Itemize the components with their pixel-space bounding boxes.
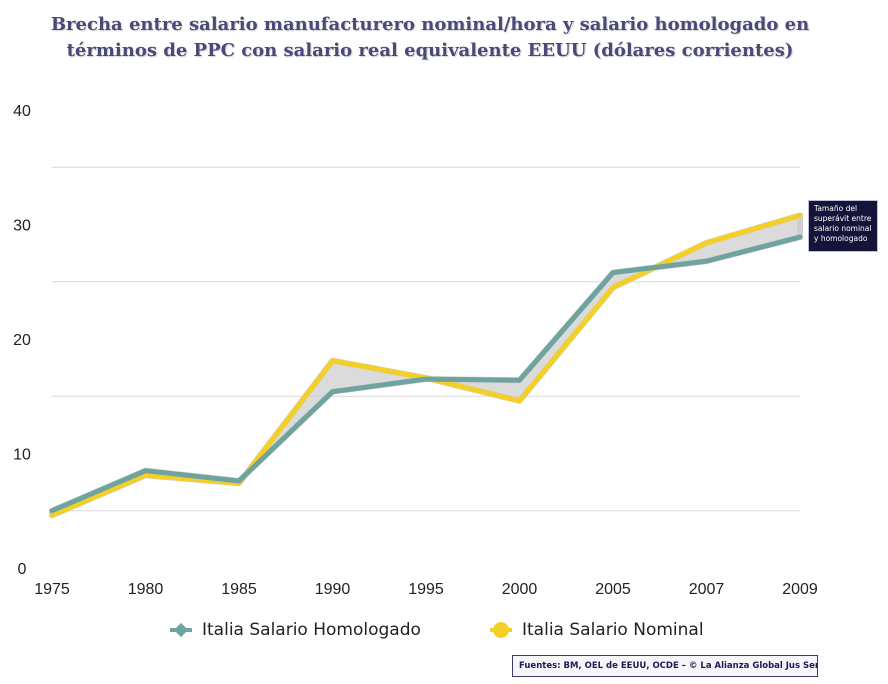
x-tick-label: 1990 — [315, 581, 351, 598]
x-tick-label: 2005 — [595, 581, 631, 598]
legend-diamond-swatch — [173, 622, 189, 638]
x-tick-label: 2007 — [689, 581, 725, 598]
legend-item-homologado: Italia Salario Homologado — [170, 620, 421, 640]
source-note: Fuentes: BM, OEL de EEUU, OCDE – © La Al… — [512, 655, 818, 677]
x-tick-label: 1975 — [34, 581, 70, 598]
legend-label: Italia Salario Homologado — [202, 620, 421, 640]
legend-diamond-marker-icon — [170, 620, 192, 640]
y-tick-label: 30 — [13, 218, 31, 235]
series-line-homologado — [49, 234, 803, 514]
x-tick-label: 2000 — [502, 581, 538, 598]
y-tick-label: 20 — [13, 332, 31, 349]
x-tick-label: 1985 — [221, 581, 257, 598]
y-tick-label: 40 — [13, 103, 31, 120]
legend: Italia Salario Homologado Italia Salario… — [160, 620, 720, 650]
legend-item-nominal: Italia Salario Nominal — [490, 620, 704, 640]
legend-circle-marker-icon — [490, 620, 512, 640]
surplus-annotation: Tamaño del superávit entre salario nomin… — [808, 200, 878, 252]
x-tick-label: 2009 — [782, 581, 818, 598]
y-tick-label: 0 — [18, 561, 27, 578]
x-axis-ticks: 1975 1980 1985 1990 1995 2000 2005 2007 2009 — [34, 581, 818, 598]
series-lines — [49, 212, 803, 518]
legend-circle-swatch — [493, 622, 509, 638]
chart-title: Brecha entre salario manufacturero nomin… — [50, 14, 810, 61]
legend-label: Italia Salario Nominal — [522, 620, 704, 640]
gridlines — [52, 166, 800, 512]
y-tick-label: 10 — [13, 447, 31, 464]
y-axis-ticks: 0 10 20 30 40 — [13, 103, 31, 578]
x-tick-label: 1980 — [128, 581, 164, 598]
x-tick-label: 1995 — [408, 581, 444, 598]
